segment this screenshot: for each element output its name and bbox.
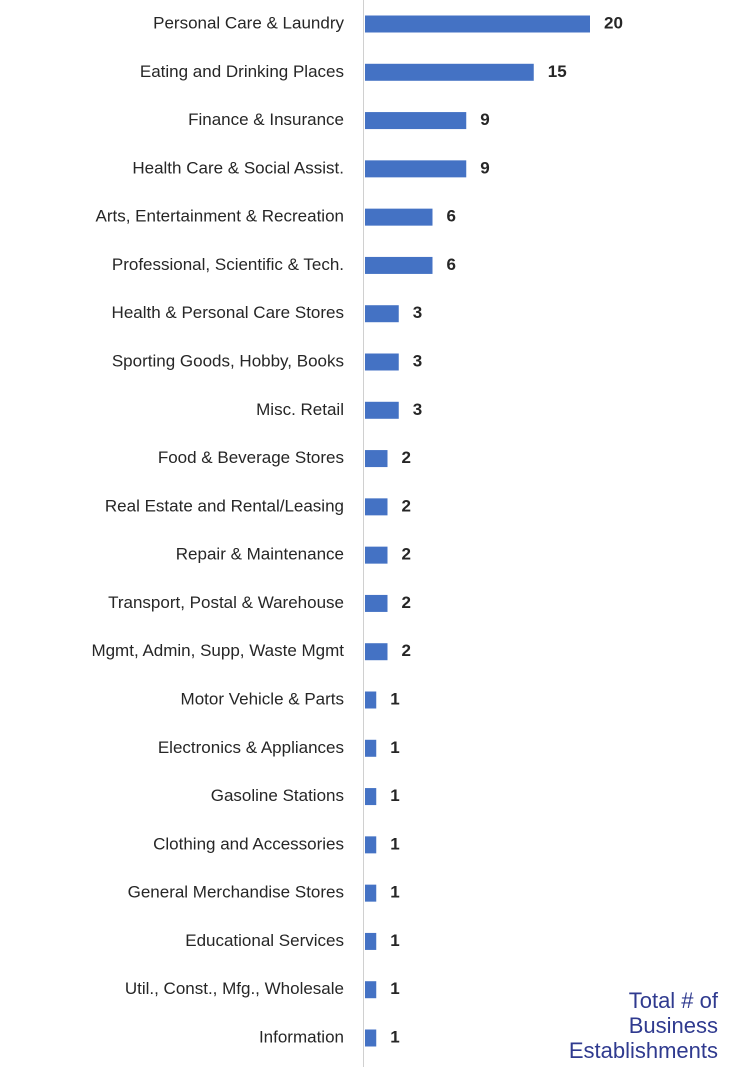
bar <box>365 498 388 516</box>
value-label: 1 <box>390 738 399 757</box>
value-label: 1 <box>390 931 399 950</box>
bar <box>365 353 399 371</box>
category-label: Finance & Insurance <box>188 110 344 129</box>
value-label: 1 <box>390 979 399 998</box>
category-label: Food & Beverage Stores <box>158 448 344 467</box>
category-label: Motor Vehicle & Parts <box>181 689 344 708</box>
value-label: 2 <box>402 448 411 467</box>
category-label: Mgmt, Admin, Supp, Waste Mgmt <box>91 641 344 660</box>
category-label: Information <box>259 1027 344 1046</box>
bar <box>365 643 388 661</box>
bar <box>365 981 377 999</box>
category-label: Clothing and Accessories <box>153 834 344 853</box>
value-label: 2 <box>402 545 411 564</box>
bar <box>365 305 399 323</box>
category-label: Professional, Scientific & Tech. <box>112 255 344 274</box>
category-label: General Merchandise Stores <box>128 883 344 902</box>
bar <box>365 401 399 419</box>
annotation-line: Establishments <box>568 1038 718 1063</box>
bar <box>365 256 433 274</box>
bar <box>365 208 433 226</box>
value-label: 1 <box>390 786 399 805</box>
bar <box>365 691 377 709</box>
category-label: Sporting Goods, Hobby, Books <box>112 351 344 370</box>
bar <box>365 884 377 902</box>
category-label: Health Care & Social Assist. <box>132 158 344 177</box>
category-label: Health & Personal Care Stores <box>112 303 344 322</box>
bar <box>365 836 377 854</box>
value-label: 1 <box>390 834 399 853</box>
category-label: Transport, Postal & Warehouse <box>108 593 344 612</box>
value-label: 3 <box>413 400 422 419</box>
category-label: Misc. Retail <box>256 400 344 419</box>
value-label: 9 <box>480 158 489 177</box>
bar <box>365 594 388 612</box>
value-label: 3 <box>413 303 422 322</box>
bar <box>365 1029 377 1047</box>
value-label: 1 <box>390 1027 399 1046</box>
annotation: Total # of Business Establishments <box>569 988 718 1063</box>
category-label: Personal Care & Laundry <box>153 13 344 32</box>
value-label: 6 <box>447 255 456 274</box>
value-label: 1 <box>390 883 399 902</box>
category-label: Repair & Maintenance <box>176 545 344 564</box>
category-label: Eating and Drinking Places <box>140 62 344 81</box>
value-label: 15 <box>548 62 567 81</box>
value-label: 2 <box>402 641 411 660</box>
category-label: Electronics & Appliances <box>158 738 344 757</box>
category-label: Gasoline Stations <box>211 786 344 805</box>
category-label: Util., Const., Mfg., Wholesale <box>125 979 344 998</box>
bar <box>365 932 377 950</box>
bar <box>365 112 467 130</box>
value-label: 2 <box>402 496 411 515</box>
category-label: Arts, Entertainment & Recreation <box>95 207 344 226</box>
value-label: 6 <box>447 207 456 226</box>
annotation-line: Business <box>628 1013 718 1038</box>
bar <box>365 63 534 81</box>
annotation-line: Total # of <box>628 988 718 1013</box>
value-label: 20 <box>604 13 623 32</box>
value-label: 9 <box>480 110 489 129</box>
bar <box>365 739 377 757</box>
bar <box>365 15 590 33</box>
value-label: 3 <box>413 351 422 370</box>
category-label: Educational Services <box>185 931 344 950</box>
category-label: Real Estate and Rental/Leasing <box>105 496 344 515</box>
bar <box>365 160 467 178</box>
bar <box>365 546 388 564</box>
value-label: 1 <box>390 689 399 708</box>
bar <box>365 788 377 806</box>
bar <box>365 450 388 468</box>
value-label: 2 <box>402 593 411 612</box>
